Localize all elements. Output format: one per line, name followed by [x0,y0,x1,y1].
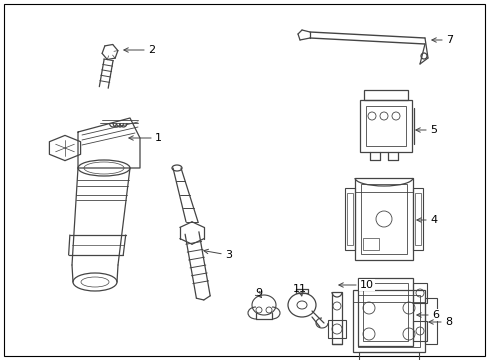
Bar [346,193,352,245]
Bar [365,106,405,146]
Text: 6: 6 [416,310,438,320]
Text: 3: 3 [203,249,231,260]
Text: 4: 4 [416,215,436,225]
Text: 5: 5 [415,125,436,135]
Bar [424,298,436,344]
Bar [412,321,426,341]
Bar [412,188,422,250]
Bar [362,283,407,341]
Bar [345,188,354,250]
Bar [327,320,346,338]
Bar [360,184,406,254]
Bar [331,292,341,344]
Bar [414,193,420,245]
Bar [357,295,419,347]
Bar [359,100,411,152]
Text: 11: 11 [292,284,306,294]
Text: 7: 7 [431,35,452,45]
Bar [363,90,407,100]
Text: 1: 1 [129,133,162,143]
Bar [358,352,418,360]
Bar [362,238,378,250]
Bar [354,178,412,260]
Text: 9: 9 [255,288,262,298]
Text: 8: 8 [428,317,451,327]
Bar [352,290,424,352]
Text: 10: 10 [338,280,373,290]
Text: 2: 2 [123,45,155,55]
Bar [412,283,426,303]
Bar [357,278,412,346]
